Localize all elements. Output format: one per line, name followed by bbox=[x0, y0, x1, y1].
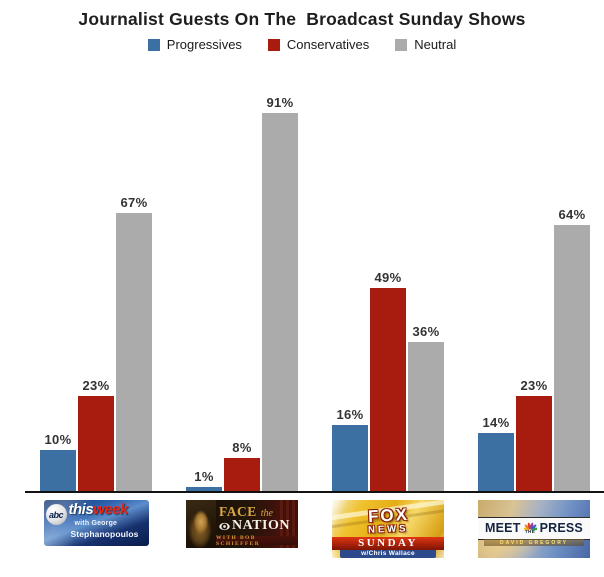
chris-wallace-tagline: w/Chris Wallace bbox=[361, 550, 415, 558]
conservatives-swatch-icon bbox=[267, 38, 280, 51]
bar-neutral: 91% bbox=[262, 95, 298, 491]
bar-neutral: 36% bbox=[408, 324, 444, 491]
logo-slot-meet-the-press: MEET THE PRESS DAVID GREGORY bbox=[478, 500, 590, 558]
legend: Progressives Conservatives Neutral bbox=[0, 37, 604, 52]
bar-progressives: 16% bbox=[332, 407, 368, 491]
bar bbox=[478, 432, 514, 491]
fox-news-sunday-logo: FOX NEWS SUNDAY w/Chris Wallace bbox=[332, 500, 444, 558]
bar bbox=[224, 457, 260, 491]
this-week-subtitle-2: Stephanopoulos bbox=[70, 529, 139, 539]
face-word: FACE bbox=[219, 504, 257, 519]
bar-conservatives: 8% bbox=[224, 440, 260, 491]
bar bbox=[370, 287, 406, 491]
nation-word: NATION bbox=[232, 518, 290, 533]
bar-value-label: 14% bbox=[482, 414, 510, 430]
bar-value-label: 64% bbox=[558, 207, 586, 223]
neutral-swatch-icon bbox=[395, 38, 408, 51]
bar-value-label: 10% bbox=[44, 431, 72, 447]
news-word: NEWS bbox=[367, 523, 409, 536]
bar-progressives: 10% bbox=[40, 431, 76, 491]
bar-value-label: 8% bbox=[232, 439, 252, 455]
this-week-title-this: this bbox=[68, 501, 94, 518]
abc-this-week-logo: abc thisweek with George Stephanopoulos bbox=[43, 500, 149, 546]
bar bbox=[554, 225, 590, 491]
fox-word: FOX bbox=[367, 504, 409, 527]
face-the-nation-logo: FACE the NATION WITH BOB SCHIEFFER bbox=[186, 500, 298, 548]
legend-label: Progressives bbox=[166, 37, 242, 52]
bar bbox=[332, 424, 368, 491]
bar-value-label: 16% bbox=[336, 406, 364, 422]
chris-wallace-band: w/Chris Wallace bbox=[339, 549, 437, 558]
bar bbox=[262, 113, 298, 491]
nbc-peacock-icon bbox=[523, 522, 537, 531]
abc-network-icon: abc bbox=[45, 504, 67, 525]
face-the-nation-tagline-band: WITH BOB SCHIEFFER bbox=[216, 534, 298, 547]
bar-progressives: 1% bbox=[186, 469, 222, 491]
bar bbox=[516, 395, 552, 491]
bar bbox=[116, 212, 152, 491]
bar-conservatives: 23% bbox=[516, 378, 552, 491]
bar-value-label: 49% bbox=[374, 269, 402, 285]
progressives-swatch-icon bbox=[147, 38, 160, 51]
this-week-subtitle-1: with George bbox=[74, 520, 118, 527]
the-word: the bbox=[260, 508, 273, 519]
sunday-word: SUNDAY bbox=[358, 537, 418, 550]
david-gregory-tagline: DAVID GREGORY bbox=[500, 539, 568, 546]
bar-group-meet-the-press: 14% 23% 64% bbox=[478, 207, 590, 491]
face-the-nation-title-1: FACE the bbox=[219, 503, 273, 521]
the-word: THE bbox=[524, 529, 536, 535]
bar-group-fox-news-sunday: 16% 49% 36% bbox=[332, 270, 444, 491]
bar-value-label: 91% bbox=[266, 95, 294, 111]
bar bbox=[186, 486, 222, 491]
meet-the-press-title-band: MEET THE PRESS bbox=[478, 517, 590, 540]
legend-item-neutral: Neutral bbox=[395, 37, 456, 52]
legend-label: Neutral bbox=[414, 37, 457, 52]
bar-value-label: 1% bbox=[194, 468, 214, 484]
logo-slot-fox-news-sunday: FOX NEWS SUNDAY w/Chris Wallace bbox=[332, 500, 444, 558]
bar bbox=[78, 395, 114, 491]
bar-value-label: 36% bbox=[412, 323, 440, 339]
this-week-title-week: week bbox=[93, 501, 128, 518]
peacock-the-stack: THE bbox=[523, 522, 537, 535]
bar-conservatives: 49% bbox=[370, 270, 406, 491]
x-axis-line bbox=[25, 491, 604, 493]
legend-item-conservatives: Conservatives bbox=[267, 37, 370, 52]
lincoln-statue-image bbox=[186, 500, 216, 548]
cbs-eye-icon bbox=[219, 522, 230, 530]
bar-group-this-week: 10% 23% 67% bbox=[40, 195, 152, 491]
category-logos: abc thisweek with George Stephanopoulos … bbox=[0, 500, 604, 558]
bar-neutral: 67% bbox=[116, 195, 152, 491]
bar-value-label: 67% bbox=[120, 194, 148, 210]
meet-word: MEET bbox=[485, 521, 521, 536]
bar-group-face-the-nation: 1% 8% 91% bbox=[186, 95, 298, 491]
meet-the-press-logo: MEET THE PRESS DAVID GREGORY bbox=[478, 500, 590, 558]
logo-slot-this-week: abc thisweek with George Stephanopoulos bbox=[40, 500, 152, 546]
legend-label: Conservatives bbox=[286, 37, 370, 52]
bar-value-label: 23% bbox=[520, 377, 548, 393]
bar-conservatives: 23% bbox=[78, 378, 114, 491]
bar-progressives: 14% bbox=[478, 415, 514, 491]
sunday-band: SUNDAY bbox=[332, 536, 444, 550]
abc-network-label: abc bbox=[48, 509, 64, 520]
chart-title: Journalist Guests On The Broadcast Sunda… bbox=[78, 9, 526, 29]
legend-item-progressives: Progressives bbox=[147, 37, 242, 52]
bar-neutral: 64% bbox=[554, 207, 590, 491]
bar-value-label: 23% bbox=[82, 377, 110, 393]
face-the-nation-title-2: NATION bbox=[219, 518, 290, 534]
david-gregory-band: DAVID GREGORY bbox=[484, 539, 584, 546]
bar-groups: 10% 23% 67% 1% 8% 91% 16% bbox=[0, 95, 604, 491]
this-week-title: thisweek bbox=[68, 501, 129, 518]
bar bbox=[408, 341, 444, 491]
press-word: PRESS bbox=[539, 521, 583, 536]
bar bbox=[40, 449, 76, 491]
plot-area: 10% 23% 67% 1% 8% 91% 16% bbox=[0, 95, 604, 493]
bob-schieffer-tagline: WITH BOB SCHIEFFER bbox=[216, 534, 261, 547]
logo-slot-face-the-nation: FACE the NATION WITH BOB SCHIEFFER bbox=[186, 500, 298, 548]
